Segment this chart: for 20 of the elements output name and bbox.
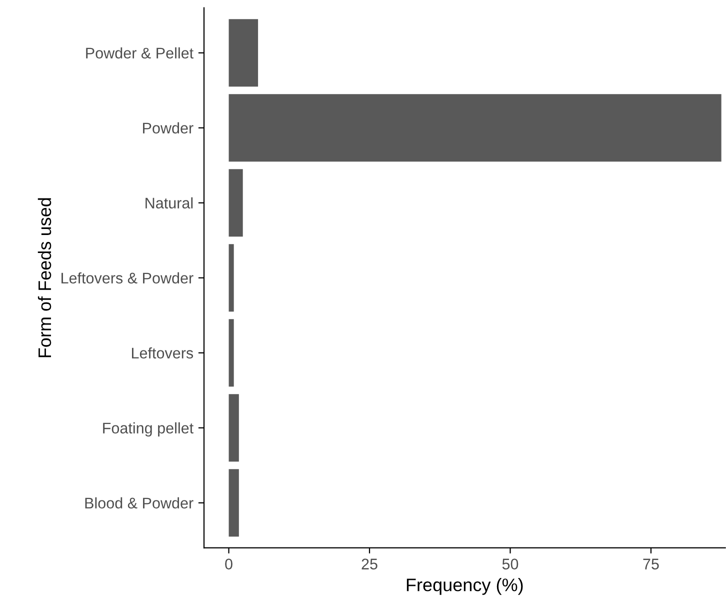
y-tick-label: Leftovers & Powder [62,272,194,284]
bar [228,394,239,462]
x-tick-label: 75 [643,558,659,570]
y-tick-label: Powder [143,122,194,134]
y-tick-label: Foating pellet [103,422,194,437]
x-axis-title: Frequency (%) [406,578,523,595]
x-tick-label: 0 [225,558,232,570]
bar [228,319,234,387]
y-tick-label: Natural [146,197,193,209]
bar [228,94,722,162]
y-tick-label: Leftovers [132,347,194,359]
y-tick-label: Powder & Pellet [86,47,194,59]
x-tick-label: 50 [502,558,518,570]
bar [228,244,234,312]
bar [228,169,243,237]
x-tick-label: 25 [362,558,378,570]
bar [228,469,239,537]
y-axis-title: Form of Feeds used [38,198,52,358]
y-tick-label: Blood & Powder [85,497,194,509]
bar [228,19,258,87]
